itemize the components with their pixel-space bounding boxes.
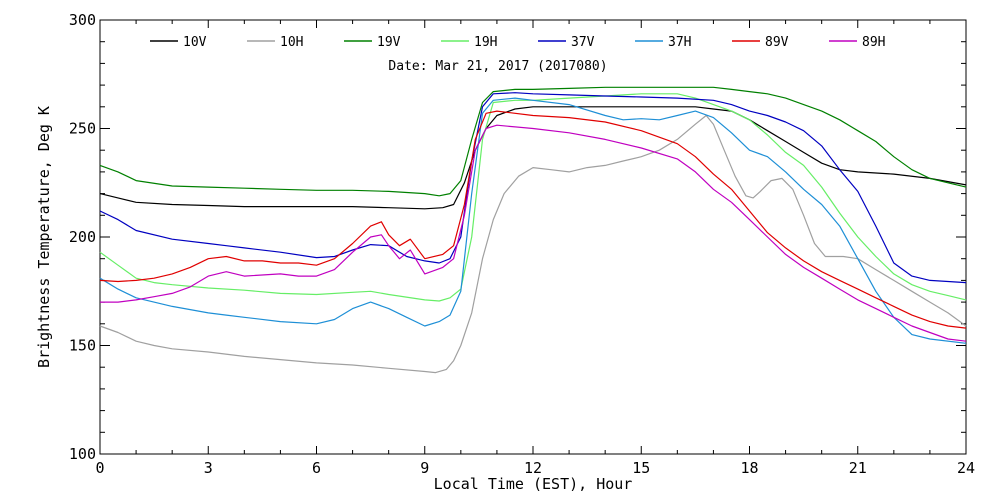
x-axis-title: Local Time (EST), Hour [434, 475, 633, 493]
x-tick-label: 9 [420, 459, 429, 477]
x-tick-label: 21 [849, 459, 867, 477]
x-tick-label: 6 [312, 459, 321, 477]
x-tick-label: 18 [740, 459, 758, 477]
series-lines [99, 86, 967, 374]
y-tick-label: 300 [69, 11, 96, 29]
x-tick-label: 15 [632, 459, 650, 477]
legend-label-19h: 19H [474, 35, 497, 50]
series-line-10h [99, 114, 967, 374]
x-tick-label: 3 [204, 459, 213, 477]
legend-label-37v: 37V [571, 35, 595, 50]
axis-ticks: 0 3 6 9 12 15 18 21 24 100 150 200 250 300 [69, 11, 975, 477]
legend: 10V 10H 19V 19H 37V 37H 89V 89H [150, 35, 885, 50]
legend-label-89h: 89H [862, 35, 885, 50]
series-line-19h [99, 93, 967, 302]
legend-label-10v: 10V [183, 35, 207, 50]
x-tick-label: 0 [95, 459, 104, 477]
series-line-10v [99, 106, 967, 210]
y-axis-title: Brightness Temperature, Deg K [35, 106, 53, 368]
chart-subtitle: Date: Mar 21, 2017 (2017080) [388, 59, 607, 74]
series-line-37h [99, 97, 967, 344]
y-tick-label: 250 [69, 120, 96, 138]
legend-label-10h: 10H [280, 35, 303, 50]
series-line-89h [100, 124, 967, 342]
y-tick-label: 150 [69, 337, 96, 355]
x-tick-label: 24 [957, 459, 975, 477]
legend-label-89v: 89V [765, 35, 789, 50]
x-tick-label: 12 [524, 459, 542, 477]
legend-label-19v: 19V [377, 35, 401, 50]
y-tick-label: 100 [69, 445, 96, 463]
series-line-89v [99, 110, 967, 329]
series-line-37v [99, 92, 967, 284]
series-line-19v [99, 86, 967, 197]
legend-label-37h: 37H [668, 35, 691, 50]
y-tick-label: 200 [69, 228, 96, 246]
plot-frame [99, 19, 967, 455]
